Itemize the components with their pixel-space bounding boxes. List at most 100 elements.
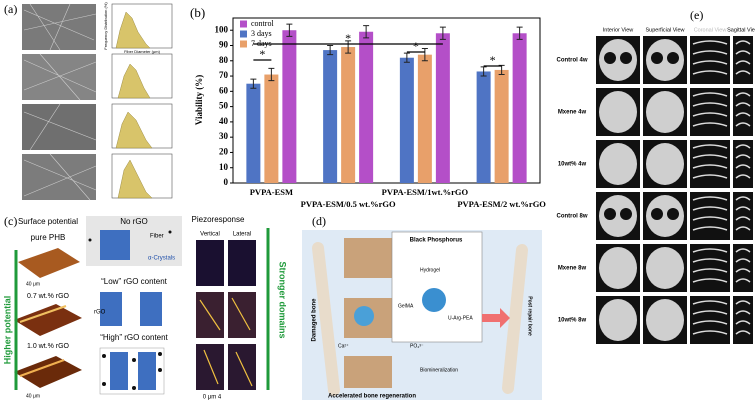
bone-section xyxy=(735,102,751,107)
skull xyxy=(646,299,684,341)
defect xyxy=(604,208,616,220)
legend-swatch xyxy=(240,40,247,48)
scale: 40 μm xyxy=(26,281,40,287)
histogram-shape xyxy=(115,11,153,199)
piezo-image xyxy=(228,344,256,390)
bone-section xyxy=(735,92,751,97)
scale: 40 μm xyxy=(26,393,40,399)
bone-section xyxy=(735,268,751,273)
y-tick-label: 30 xyxy=(219,131,229,141)
bone-section xyxy=(692,206,728,211)
text: Damaged bone xyxy=(312,298,318,342)
x-tick-label: PVPA-ESM/0.5 wt.%rGO xyxy=(301,199,396,209)
row-label: Control 8w xyxy=(557,214,588,220)
bar xyxy=(494,69,509,183)
bone-section xyxy=(735,70,751,75)
bone-section xyxy=(735,310,751,315)
text: pure PHB xyxy=(31,233,66,242)
defect xyxy=(604,52,616,64)
text: Fiber xyxy=(150,234,164,240)
bone xyxy=(312,242,340,396)
bar xyxy=(246,83,261,183)
bone-section xyxy=(735,248,751,253)
bone-section xyxy=(692,226,728,231)
bone-section xyxy=(735,112,751,117)
bar xyxy=(359,31,374,183)
afm-stripe xyxy=(19,305,67,323)
bar xyxy=(264,74,279,183)
text: “Low” rGO content xyxy=(101,277,168,286)
panel-label: (a) xyxy=(4,2,17,16)
piezo-image xyxy=(196,344,224,390)
bone-section xyxy=(692,216,728,221)
hist-y-label: Frequency Distribution (%) xyxy=(103,2,108,50)
view-header: Interior View xyxy=(603,27,633,33)
bone-section xyxy=(692,112,728,117)
text: Stronger domains xyxy=(278,261,288,338)
text: “High” rGO content xyxy=(100,333,168,342)
skull xyxy=(646,91,684,133)
y-tick-label: 100 xyxy=(215,24,229,34)
annotation: * xyxy=(345,31,351,45)
skull xyxy=(646,195,684,237)
bone-section xyxy=(735,216,751,221)
row-label: 10wt% 4w xyxy=(558,162,587,168)
bone-section xyxy=(735,122,751,127)
error-bar xyxy=(516,26,523,40)
y-tick-label: 10 xyxy=(219,162,229,172)
skull xyxy=(599,195,637,237)
text: Vertical xyxy=(200,232,220,238)
afm-image xyxy=(18,248,80,278)
bone-section xyxy=(692,310,728,315)
skull xyxy=(646,247,684,289)
bar xyxy=(476,71,491,183)
bone-section xyxy=(692,102,728,107)
defect xyxy=(620,52,632,64)
piezo-image xyxy=(196,240,224,286)
bar xyxy=(323,50,338,184)
text: PO₄³⁻ xyxy=(410,343,424,349)
ct-image xyxy=(690,192,730,240)
defect xyxy=(667,208,679,220)
x-tick-label: PVPA-ESM/1wt.%rGO xyxy=(382,187,469,197)
bone-section xyxy=(735,196,751,201)
error-bar xyxy=(250,78,257,89)
sem-image xyxy=(22,104,96,150)
y-tick-label: 60 xyxy=(219,85,229,95)
scaffold xyxy=(344,356,392,388)
bone-section xyxy=(692,40,728,45)
sem-image xyxy=(22,154,96,200)
bone-section xyxy=(735,164,751,169)
bone-section xyxy=(735,154,751,159)
fiber xyxy=(100,292,122,326)
hist-x-label: Fiber Diameter (μm) xyxy=(124,49,161,54)
box xyxy=(99,347,165,395)
error-bar xyxy=(498,64,505,76)
bar xyxy=(417,54,432,183)
bar xyxy=(435,33,450,184)
text: U-Arg-PEA xyxy=(448,315,473,321)
annotation: * xyxy=(413,39,419,53)
y-tick-label: 20 xyxy=(219,147,229,157)
error-bar xyxy=(363,25,370,39)
ct-image xyxy=(690,88,730,136)
row-label: Mxene 8w xyxy=(558,266,587,272)
row-label: Mxene 4w xyxy=(558,110,587,116)
defect xyxy=(667,52,679,64)
text: Accelerated bone regeneration xyxy=(328,394,416,400)
bar xyxy=(512,33,527,184)
text: No rGO xyxy=(120,217,148,226)
text: 1.0 wt.% rGO xyxy=(27,343,70,350)
x-tick-label: PVPA-ESM xyxy=(250,187,293,197)
panel-d: (d) Damaged bone Black Phosphorus Hydrog… xyxy=(302,214,542,400)
bone-section xyxy=(692,144,728,149)
bone-section xyxy=(692,278,728,283)
defect xyxy=(651,208,663,220)
bone-section xyxy=(692,154,728,159)
fiber xyxy=(110,352,128,390)
y-axis-label: Viability (%) xyxy=(194,75,204,125)
bar xyxy=(399,57,414,183)
skull xyxy=(646,39,684,81)
error-bar xyxy=(327,45,334,56)
defect xyxy=(651,52,663,64)
